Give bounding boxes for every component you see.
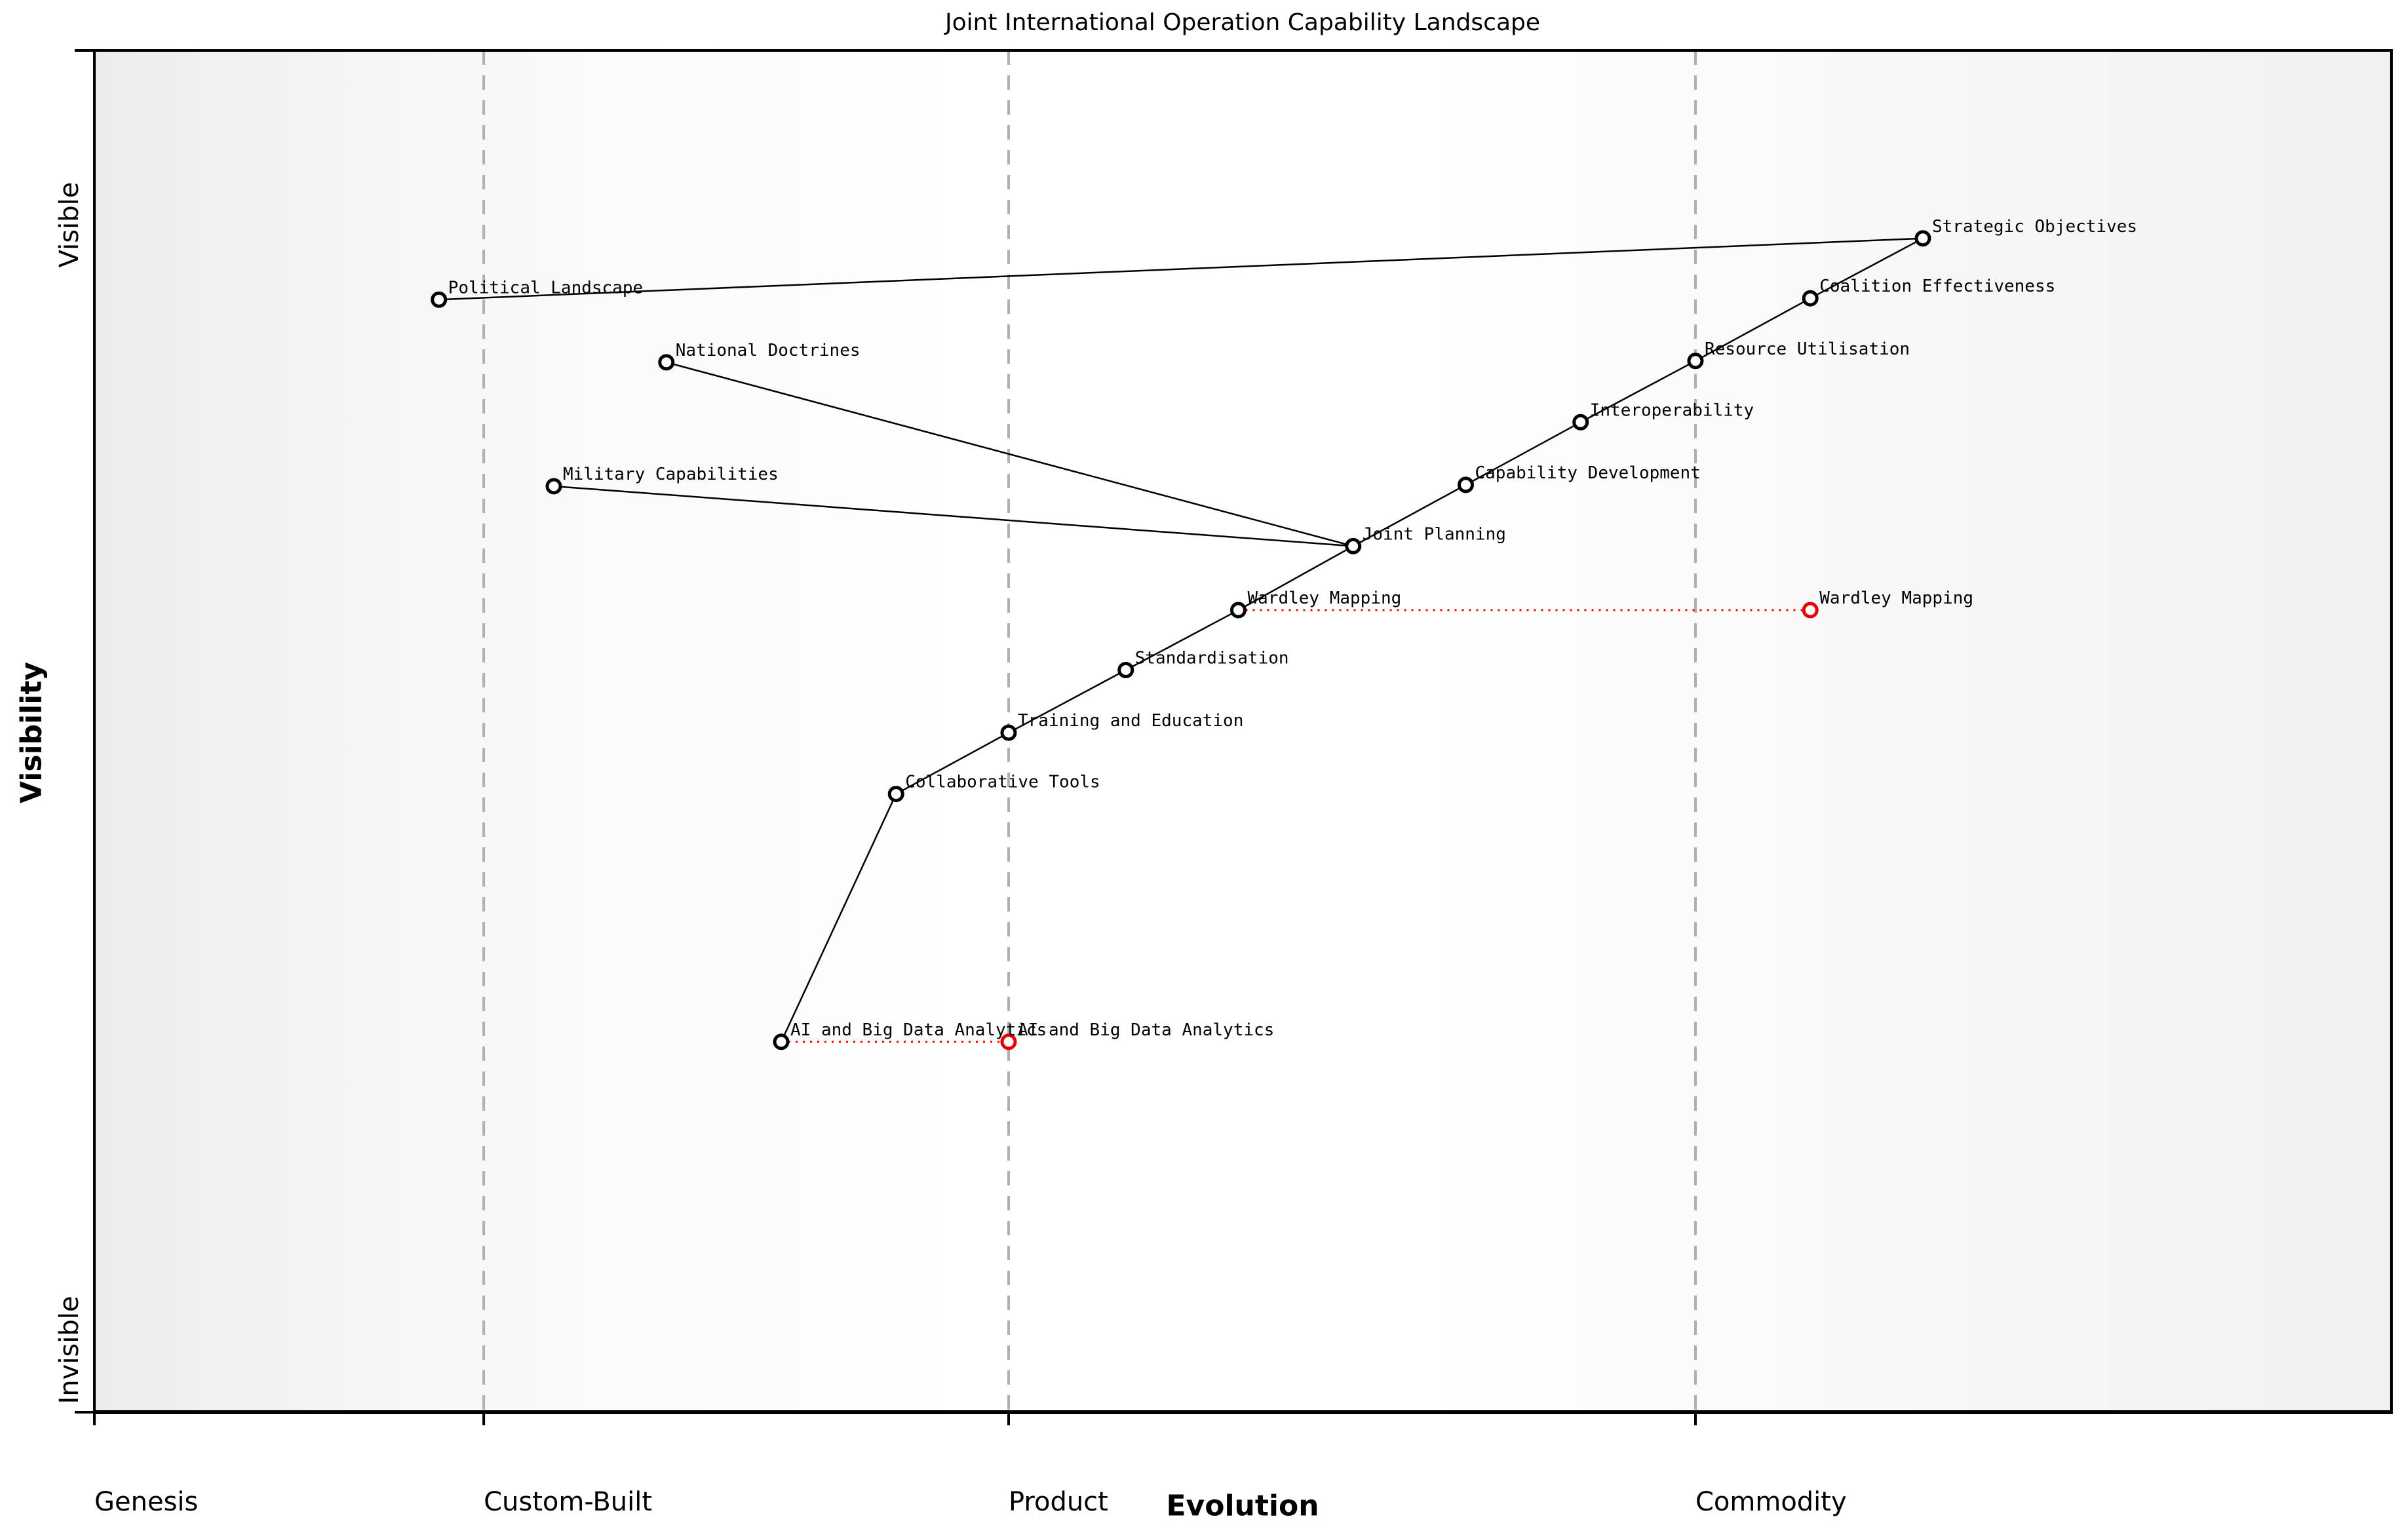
node-label-9: Wardley Mapping — [1247, 588, 1401, 608]
node-circle-3[interactable] — [1345, 537, 1362, 554]
x-tick-product-line1: Product — [1008, 1487, 1108, 1517]
y-tick-visible: Visible — [54, 182, 85, 268]
node-circle-11[interactable] — [1000, 724, 1017, 741]
x-tick-custom-built: Custom-Built — [484, 1423, 652, 1540]
edge-line-2 — [553, 485, 1353, 547]
x-tick-genesis-line1: Genesis — [94, 1487, 199, 1517]
node-circle-7[interactable] — [1802, 290, 1819, 307]
edge-line-3 — [1810, 237, 1924, 299]
edge-line-0 — [438, 237, 1924, 301]
node-circle-1[interactable] — [658, 354, 675, 371]
edge-line-11 — [895, 731, 1009, 795]
edge-line-4 — [1695, 298, 1811, 362]
node-label-7: Coalition Effectiveness — [1819, 277, 2055, 296]
edge-line-7 — [1353, 484, 1467, 547]
y-tick-invisible: Invisible — [54, 1296, 85, 1404]
plot-border — [93, 49, 2393, 1414]
edge-line-12 — [780, 794, 897, 1043]
node-label-12: Collaborative Tools — [905, 773, 1100, 792]
node-label-5: Interoperability — [1590, 400, 1754, 420]
edge-line-6 — [1465, 421, 1581, 486]
plot-area — [94, 50, 2391, 1412]
node-circle-9[interactable] — [1229, 602, 1247, 619]
node-label-0: Political Landscape — [448, 278, 643, 298]
node-circle-10[interactable] — [1117, 661, 1134, 678]
evolved-node-circle-1[interactable] — [1000, 1033, 1017, 1050]
node-label-2: Military Capabilities — [563, 465, 779, 484]
x-tick-genesis: Genesis — [94, 1423, 198, 1540]
node-circle-12[interactable] — [887, 786, 904, 803]
node-label-8: Strategic Objectives — [1932, 217, 2137, 237]
node-label-6: Resource Utilisation — [1705, 339, 1910, 359]
evolved-node-label-0: Wardley Mapping — [1819, 588, 1973, 608]
chart-title: Joint International Operation Capability… — [944, 9, 1541, 36]
y-axis-title: Visibility — [14, 661, 48, 804]
node-circle-4[interactable] — [1457, 476, 1474, 493]
node-label-13: AI and Big Data Analytics — [790, 1020, 1047, 1040]
x-tick-product: Product (+rental) — [1009, 1423, 1128, 1540]
evolved-node-label-1: AI and Big Data Analytics — [1018, 1020, 1274, 1040]
x-tick-commodity: Commodity (+utility) — [1695, 1423, 1847, 1540]
node-circle-0[interactable] — [431, 291, 448, 308]
node-label-11: Training and Education — [1018, 711, 1243, 731]
x-tick-custom-built-line1: Custom-Built — [484, 1487, 653, 1517]
x-axis-title: Evolution — [1166, 1489, 1319, 1523]
edge-line-8 — [1237, 545, 1354, 611]
x-tick-commodity-line1: Commodity — [1695, 1487, 1847, 1517]
edge-line-10 — [1008, 669, 1127, 734]
node-label-3: Joint Planning — [1363, 524, 1506, 544]
node-circle-2[interactable] — [545, 478, 562, 495]
node-circle-5[interactable] — [1572, 414, 1589, 431]
edge-line-9 — [1125, 609, 1239, 671]
node-label-4: Capability Development — [1475, 463, 1700, 483]
node-circle-6[interactable] — [1687, 353, 1704, 370]
node-label-1: National Doctrines — [676, 341, 861, 360]
edge-line-5 — [1580, 360, 1696, 423]
node-label-10: Standardisation — [1135, 648, 1289, 668]
edge-line-1 — [666, 361, 1354, 547]
node-circle-13[interactable] — [773, 1033, 790, 1050]
node-circle-8[interactable] — [1914, 230, 1931, 247]
evolved-node-circle-0[interactable] — [1802, 602, 1819, 619]
